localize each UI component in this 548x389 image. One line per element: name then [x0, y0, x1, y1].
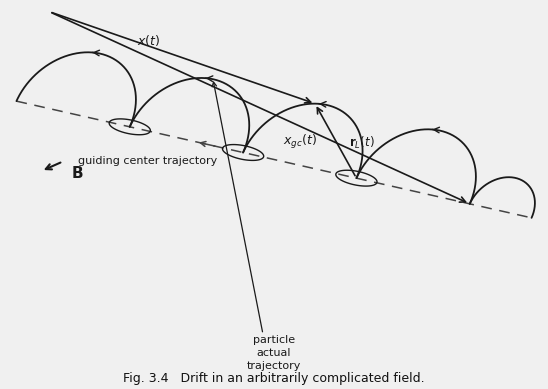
Text: guiding center trajectory: guiding center trajectory — [78, 156, 218, 166]
Text: $\mathbf{r}_L(t)$: $\mathbf{r}_L(t)$ — [350, 135, 375, 151]
Text: $\mathbf{B}$: $\mathbf{B}$ — [71, 165, 84, 181]
Text: $\mathit{x}_{gc}(t)$: $\mathit{x}_{gc}(t)$ — [283, 133, 317, 151]
Text: particle
actual
trajectory: particle actual trajectory — [247, 335, 301, 371]
Text: Fig. 3.4   Drift in an arbitrarily complicated field.: Fig. 3.4 Drift in an arbitrarily complic… — [123, 372, 425, 385]
Text: $\mathit{x}(t)$: $\mathit{x}(t)$ — [137, 33, 161, 48]
